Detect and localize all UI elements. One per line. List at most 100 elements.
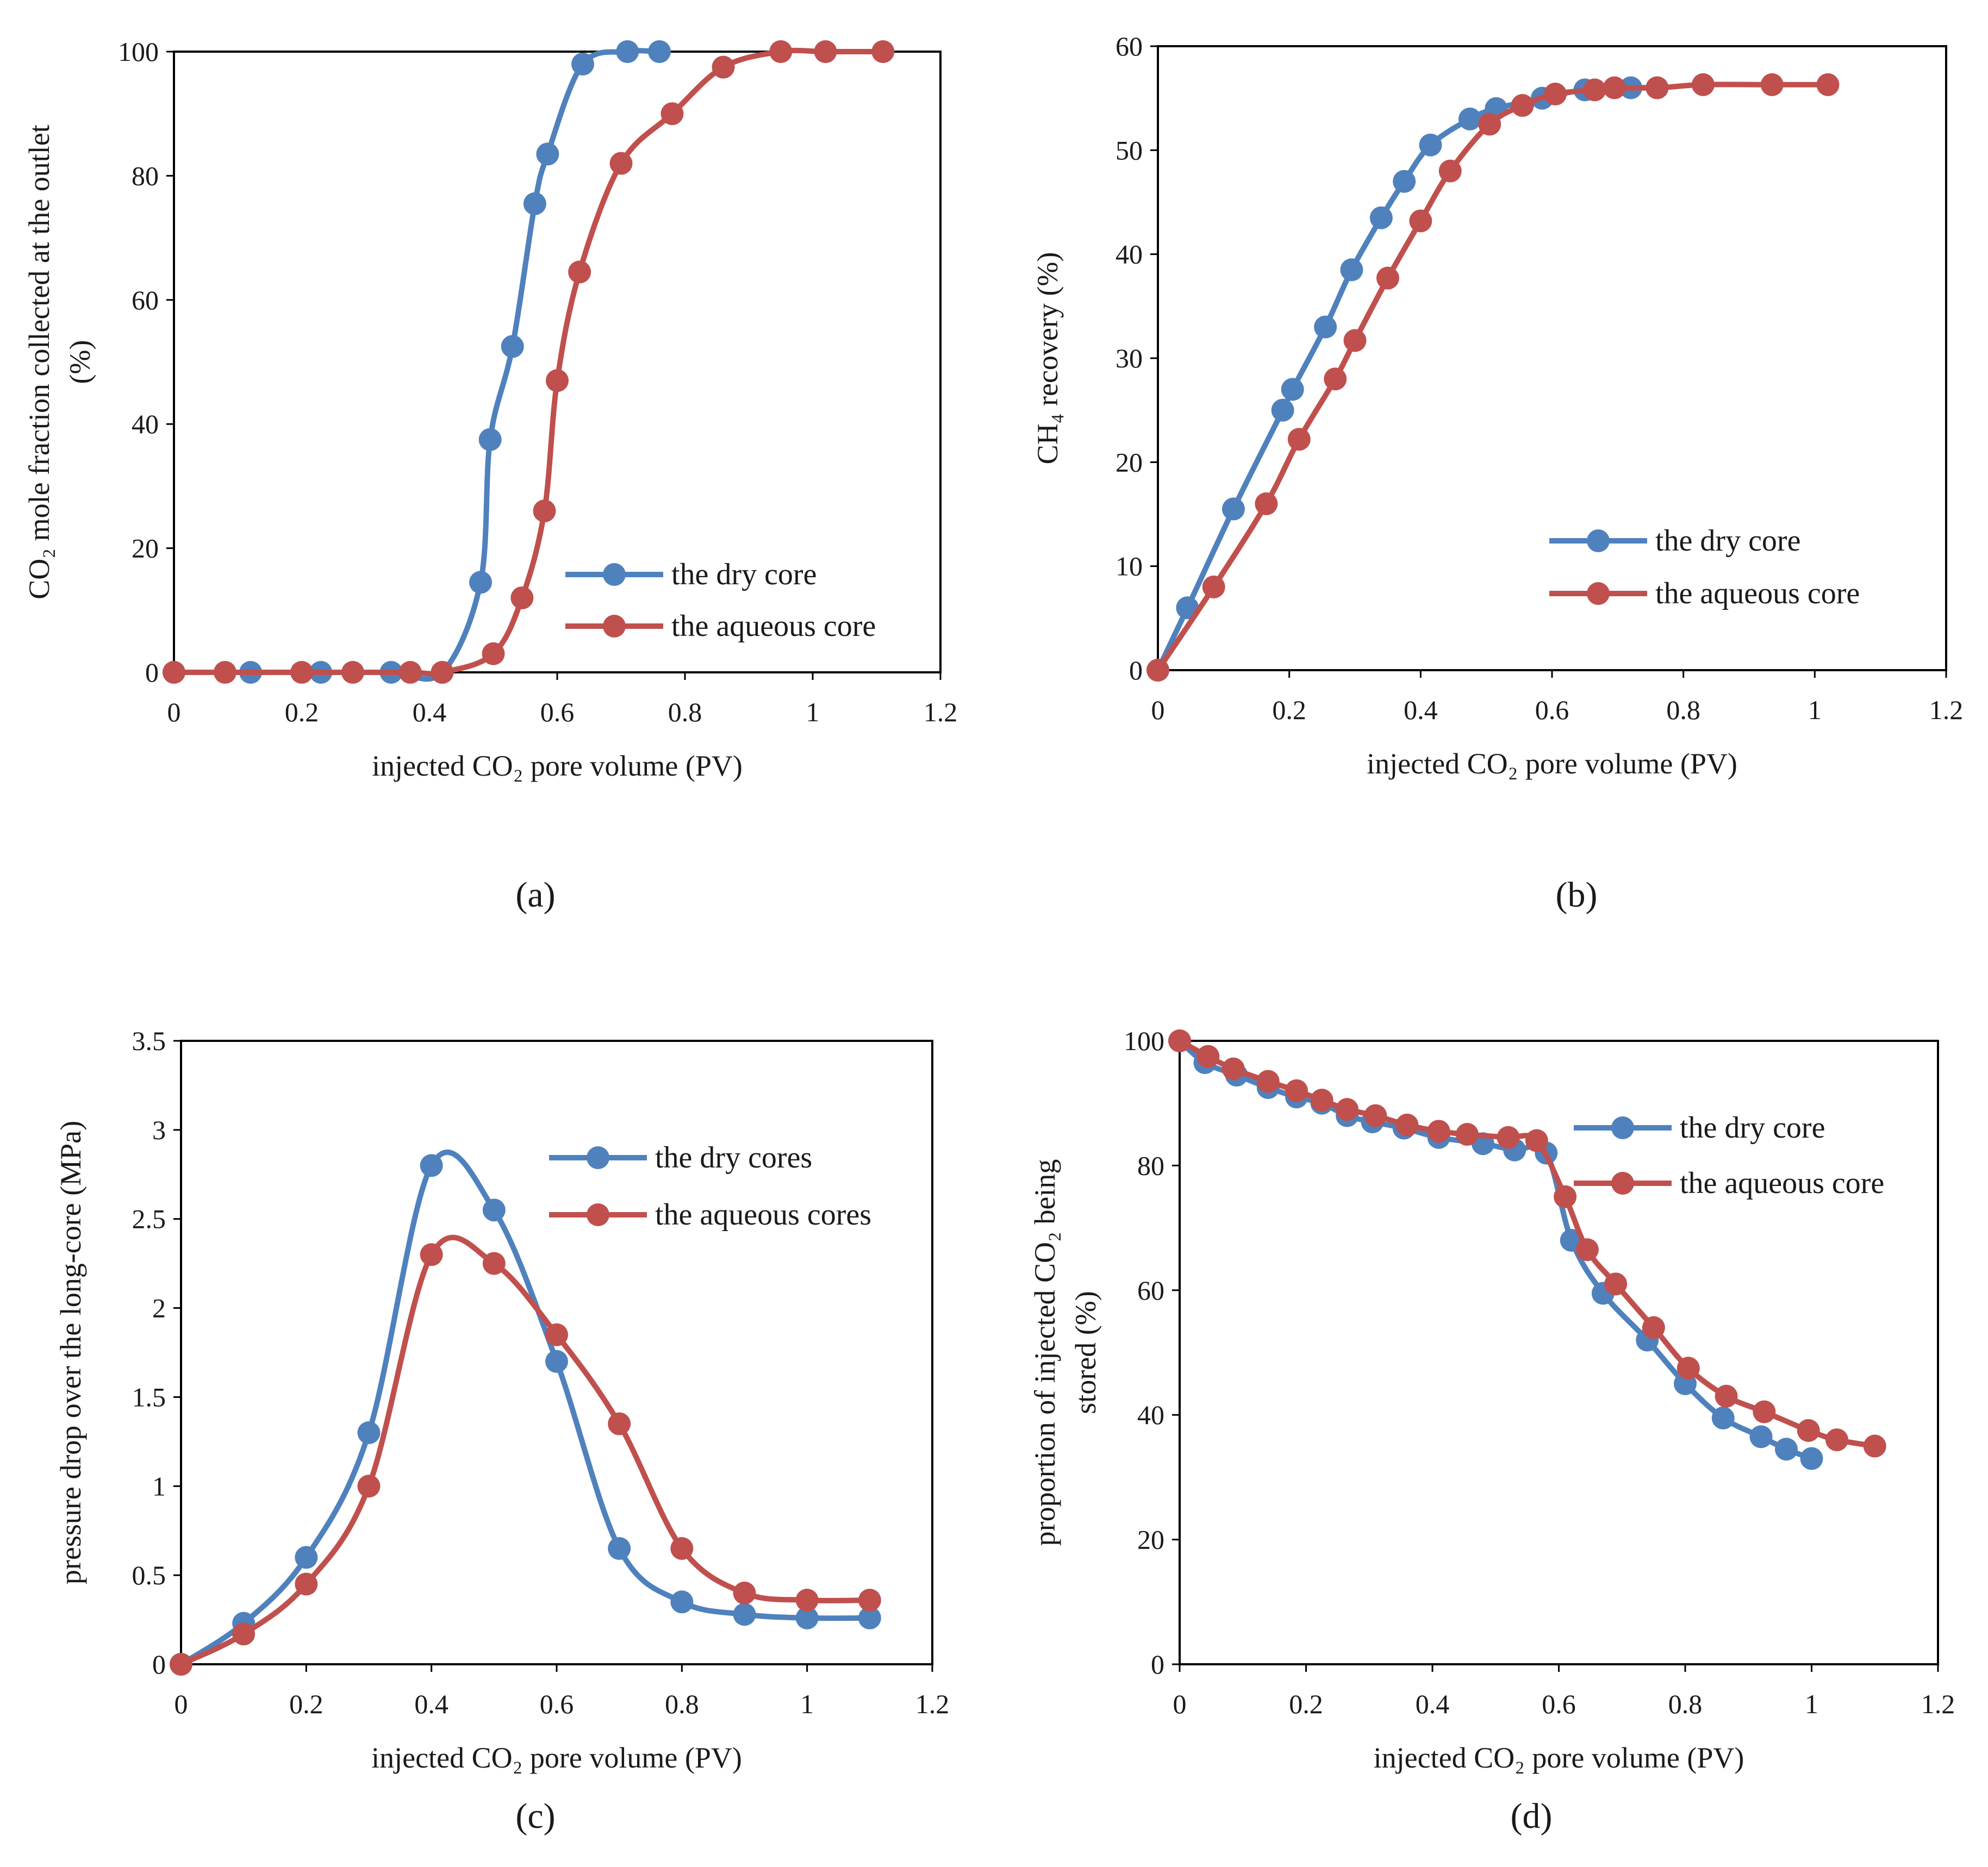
y-tick-label: 1 (152, 1471, 166, 1501)
x-tick-label: 1 (800, 1689, 814, 1719)
data-point-aqueous (533, 499, 556, 523)
legend-swatch-marker (587, 1146, 609, 1169)
data-point-dry (616, 40, 639, 63)
legend-swatch-marker (603, 615, 626, 638)
x-tick-label: 0.2 (1272, 695, 1306, 725)
x-tick-label: 0.4 (414, 1689, 448, 1719)
data-point-dry (1775, 1438, 1798, 1461)
data-point-aqueous (608, 1412, 631, 1435)
data-point-dry (733, 1603, 756, 1626)
data-point-aqueous (1287, 428, 1311, 451)
plot-area-frame (173, 51, 942, 673)
x-axis-title: injected CO₂ pore volume (PV) (371, 1741, 742, 1774)
y-tick-label: 2.5 (132, 1204, 166, 1234)
data-point-aqueous (1497, 1126, 1520, 1149)
x-tick-label: 1 (1808, 695, 1822, 725)
y-tick-label: 50 (1115, 135, 1143, 165)
data-point-aqueous (1478, 113, 1501, 136)
data-point-aqueous (1691, 73, 1715, 96)
panel-label: (a) (515, 875, 555, 915)
x-tick-label: 0 (1173, 1689, 1187, 1719)
data-point-aqueous (1797, 1419, 1820, 1442)
data-point-aqueous (1336, 1098, 1359, 1121)
data-point-aqueous (214, 661, 236, 684)
data-point-aqueous (814, 40, 837, 63)
data-point-aqueous (170, 1653, 192, 1676)
data-point-aqueous (1256, 1070, 1280, 1093)
data-point-aqueous (398, 661, 422, 684)
panel-label: (c) (515, 1796, 555, 1836)
y-axis-title: CO₂ mole fraction collected at the outle… (23, 124, 55, 600)
x-tick-label: 1 (1805, 1689, 1818, 1719)
data-point-dry (420, 1154, 443, 1177)
data-point-dry (478, 428, 502, 451)
data-point-dry (536, 142, 559, 166)
data-point-aqueous (670, 1537, 694, 1560)
legend-label: the dry core (671, 558, 817, 591)
data-point-dry (295, 1546, 318, 1569)
series-line-aqueous (178, 1234, 873, 1667)
data-point-dry (1749, 1425, 1773, 1448)
y-tick-label: 40 (1137, 1400, 1164, 1430)
data-point-dry (482, 1198, 506, 1222)
y-tick-label: 20 (1115, 447, 1143, 477)
data-point-aqueous (482, 1252, 506, 1275)
x-tick-label: 0 (175, 1689, 188, 1719)
legend-label: the aqueous cores (655, 1198, 871, 1232)
data-point-aqueous (609, 152, 633, 175)
data-point-aqueous (795, 1589, 819, 1612)
y-axis-title-line2: (%) (64, 340, 96, 384)
data-point-aqueous (1642, 1316, 1665, 1339)
data-point-aqueous (545, 1323, 568, 1346)
data-point-dry (648, 40, 671, 63)
x-tick-label: 1 (806, 697, 820, 727)
data-point-aqueous (1646, 76, 1669, 99)
data-point-aqueous (357, 1475, 381, 1498)
data-point-dry (1222, 497, 1245, 521)
y-tick-label: 60 (1115, 31, 1143, 61)
data-point-aqueous (1511, 94, 1534, 117)
x-tick-label: 1.2 (924, 697, 958, 727)
y-tick-label: 60 (1137, 1275, 1164, 1306)
y-tick-label: 30 (1115, 343, 1143, 373)
x-tick-label: 0 (1151, 695, 1165, 725)
data-point-aqueous (431, 661, 454, 684)
data-point-aqueous (712, 55, 735, 79)
data-point-aqueous (1438, 159, 1462, 183)
data-point-dry (1800, 1447, 1823, 1470)
legend-label: the dry core (1680, 1111, 1825, 1145)
x-axis-title: injected CO₂ pore volume (PV) (372, 750, 743, 782)
legend-label: the aqueous core (1655, 577, 1860, 610)
series-line-dry (171, 48, 662, 682)
legend-swatch-marker (1611, 1172, 1634, 1195)
y-tick-label: 80 (132, 160, 159, 191)
x-tick-label: 0.8 (1668, 1689, 1703, 1719)
data-point-aqueous (769, 40, 793, 63)
data-point-aqueous (163, 661, 185, 684)
data-point-aqueous (1825, 1428, 1848, 1452)
data-point-aqueous (1677, 1357, 1700, 1380)
x-tick-label: 0.8 (1666, 695, 1700, 725)
chart-panel-b: 0 0.2 0.4 0.6 0.8 1 1.2 0 10 20 30 40 50 60 injected C… (1031, 31, 1963, 915)
data-point-aqueous (1146, 659, 1169, 682)
y-axis-title: proportion of injected CO₂ being (1029, 1159, 1061, 1546)
data-point-aqueous (568, 260, 591, 284)
data-point-aqueous (1202, 575, 1225, 598)
y-tick-label: 20 (1137, 1525, 1164, 1555)
data-point-aqueous (1715, 1384, 1738, 1408)
data-point-aqueous (546, 369, 569, 392)
data-point-aqueous (1583, 78, 1606, 102)
x-tick-label: 1.2 (1929, 695, 1964, 725)
chart-panel-c: 0 0.2 0.4 0.6 0.8 1 1.2 0 0.5 1 1.5 2 2.5 3 3.5 injecte… (54, 1026, 949, 1836)
data-point-aqueous (1816, 73, 1840, 96)
data-point-aqueous (1544, 83, 1567, 106)
data-point-aqueous (1395, 1113, 1419, 1137)
data-point-dry (1314, 315, 1337, 339)
chart-panel-d: 0 0.2 0.4 0.6 0.8 1 1.2 0 20 40 60 80 100 injected CO… (1029, 1026, 1955, 1836)
y-tick-label: 100 (118, 36, 159, 67)
data-point-aqueous (482, 642, 505, 665)
data-point-aqueous (1324, 367, 1347, 391)
legend-swatch-marker (603, 563, 626, 586)
y-tick-label: 1.5 (132, 1382, 166, 1412)
